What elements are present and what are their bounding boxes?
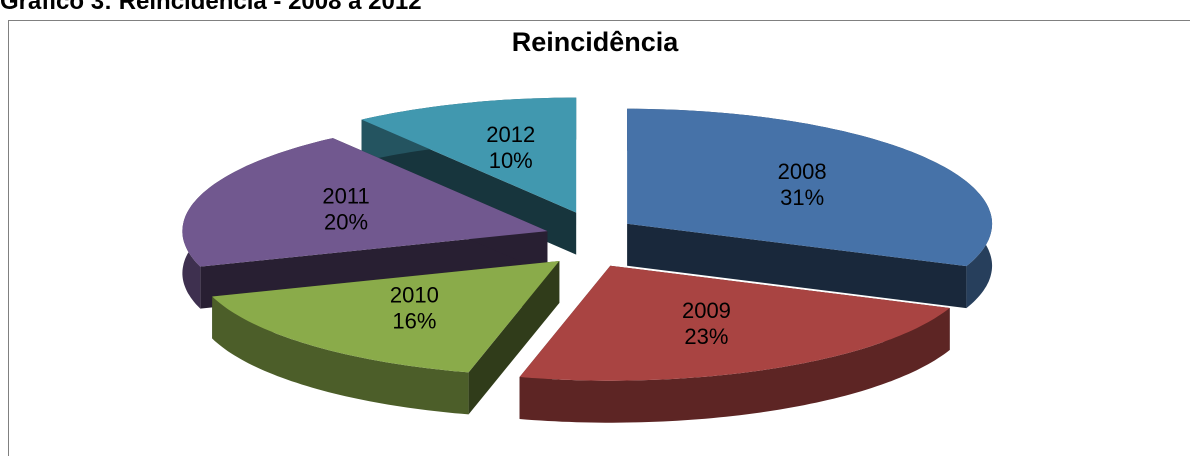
- chart-caption: Gráfico 3: Reincidência - 2008 a 2012: [0, 0, 422, 15]
- slice-value-label: 20%: [324, 209, 368, 234]
- slice-wall: [519, 308, 950, 423]
- slice-wall: [212, 296, 469, 415]
- slice: [182, 138, 548, 267]
- slice-side: [627, 223, 967, 309]
- slice-category-label: 2011: [322, 183, 369, 208]
- slice-value-label: 23%: [684, 324, 728, 349]
- slice: [519, 265, 950, 381]
- slice: [361, 97, 577, 213]
- slice-category-label: 2012: [486, 122, 535, 147]
- chart-title: Reincidência: [512, 27, 680, 57]
- slice: [212, 261, 560, 373]
- slice-value-label: 10%: [489, 148, 533, 173]
- slice-category-label: 2009: [682, 298, 731, 323]
- slice-category-label: 2008: [778, 159, 827, 184]
- slice-category-label: 2010: [390, 282, 439, 307]
- slice-value-label: 16%: [392, 308, 436, 333]
- slice: [627, 108, 993, 267]
- slice-value-label: 31%: [780, 185, 824, 210]
